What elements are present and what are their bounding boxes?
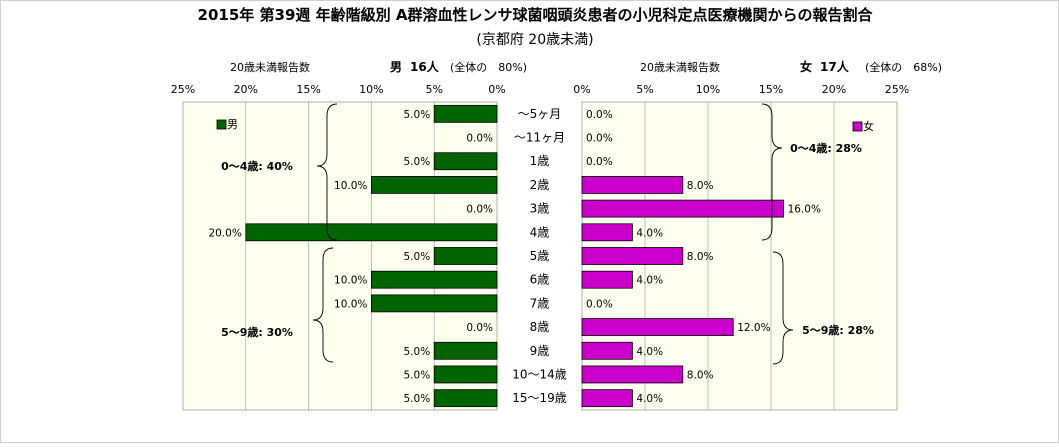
- female-value-label: 0.0%: [586, 109, 613, 121]
- category-label: 9歳: [530, 344, 550, 358]
- female-value-label: 4.0%: [636, 393, 663, 405]
- female-legend-swatch: [852, 121, 863, 132]
- female-header-label: 20歳未満報告数: [640, 61, 720, 74]
- male-tick-label: 0%: [488, 83, 505, 96]
- male-value-label: 5.0%: [404, 156, 431, 168]
- male-value-label: 10.0%: [334, 180, 367, 192]
- female-bar: [581, 247, 684, 265]
- category-label: 15～19歳: [512, 391, 567, 405]
- female-value-label: 8.0%: [687, 369, 714, 381]
- female-tick-label: 20%: [822, 83, 846, 96]
- male-bar: [433, 152, 498, 171]
- male-value-label: 0.0%: [466, 204, 493, 216]
- chart-subtitle: (京都府 20歳未満): [476, 32, 593, 48]
- male-tick-label: 5%: [425, 83, 442, 96]
- category-label: 5歳: [530, 249, 550, 263]
- male-bar: [433, 389, 498, 408]
- male-value-label: 5.0%: [404, 369, 431, 381]
- female-bar: [581, 270, 633, 289]
- category-label: 4歳: [530, 225, 550, 239]
- female-plot: 0% 5% 10% 15% 20% 25% 0.0% 0.0% 0.0% 8.0% 16.0% 4.0…: [573, 83, 909, 411]
- male-brace-5-9: [312, 247, 334, 363]
- category-labels: ～5ヶ月 ～11ヶ月 1歳 2歳 3歳 4歳 5歳 6歳 7歳 8歳 9歳 10～14歳 15～19歳: [512, 107, 567, 405]
- female-bar: [581, 365, 684, 384]
- female-value-label: 0.0%: [586, 156, 613, 168]
- male-value-label: 10.0%: [334, 298, 367, 310]
- category-label: 3歳: [530, 202, 550, 216]
- male-tick-label: 10%: [359, 83, 383, 96]
- female-brace-0-4: [761, 103, 783, 241]
- female-legend-label: 女: [863, 119, 874, 133]
- female-value-label: 0.0%: [586, 133, 613, 145]
- male-value-label: 0.0%: [466, 133, 493, 145]
- category-label: 1歳: [530, 154, 550, 168]
- female-value-label: 4.0%: [636, 346, 663, 358]
- female-tick-label: 25%: [885, 83, 909, 96]
- category-label: 7歳: [530, 296, 550, 310]
- male-bar: [433, 247, 498, 265]
- male-tick-label: 25%: [171, 83, 195, 96]
- male-header-share: (全体の 80%): [450, 60, 527, 74]
- male-bar: [370, 176, 498, 194]
- male-header-count: 16人: [410, 59, 440, 74]
- male-value-label: 5.0%: [404, 109, 431, 121]
- female-value-label: 12.0%: [737, 322, 770, 334]
- male-value-label: 0.0%: [466, 322, 493, 334]
- male-tick-label: 20%: [234, 83, 258, 96]
- male-bar: [433, 104, 498, 123]
- male-tick-label: 15%: [296, 83, 320, 96]
- female-bar: [581, 318, 734, 336]
- female-bar: [581, 223, 633, 242]
- male-header-label: 20歳未満報告数: [230, 61, 310, 74]
- female-bar: [581, 176, 684, 194]
- male-group-label-5-9: 5～9歳: 30%: [221, 325, 293, 339]
- category-label: 2歳: [530, 178, 550, 192]
- male-value-label: 5.0%: [404, 251, 431, 263]
- male-bar: [370, 294, 498, 313]
- female-bar: [581, 389, 633, 408]
- male-value-label: 5.0%: [404, 346, 431, 358]
- female-value-label: 4.0%: [636, 227, 663, 239]
- male-value-label: 20.0%: [208, 227, 241, 239]
- male-bar: [433, 341, 498, 360]
- female-tick-label: 10%: [696, 83, 720, 96]
- chart-title: 2015年 第39週 年齢階級別 A群溶血性レンサ球菌咽頭炎患者の小児科定点医療…: [198, 6, 874, 24]
- female-value-label: 0.0%: [586, 298, 613, 310]
- male-bar: [433, 365, 498, 384]
- female-tick-label: 5%: [636, 83, 653, 96]
- category-label: 6歳: [530, 273, 550, 287]
- male-bar: [370, 270, 498, 289]
- female-value-label: 8.0%: [687, 251, 714, 263]
- female-value-label: 4.0%: [636, 275, 663, 287]
- male-value-label: 5.0%: [404, 393, 431, 405]
- male-legend-label: 男: [227, 118, 238, 131]
- male-value-label: 10.0%: [334, 275, 367, 287]
- category-label: ～11ヶ月: [514, 131, 565, 145]
- male-brace-0-4: [316, 103, 338, 241]
- female-bar: [581, 199, 785, 218]
- category-label: 10～14歳: [512, 367, 567, 381]
- female-tick-label: 15%: [759, 83, 783, 96]
- category-label: ～5ヶ月: [518, 107, 562, 121]
- male-plot: 25% 20% 15% 10% 5% 0% 5.0% 0.0% 5.0% 10.0% 0.0% 20.…: [171, 83, 506, 411]
- female-header-sex: 女: [800, 59, 812, 74]
- female-header-share: (全体の 68%): [865, 60, 942, 74]
- category-label: 8歳: [530, 320, 550, 334]
- male-bar: [245, 223, 498, 242]
- female-brace-5-9: [772, 251, 794, 365]
- female-bar: [581, 341, 633, 360]
- male-header-sex: 男: [390, 60, 402, 74]
- female-value-label: 16.0%: [788, 204, 821, 216]
- male-group-label-0-4: 0～4歳: 40%: [221, 159, 293, 173]
- female-group-label-5-9: 5～9歳: 28%: [802, 323, 874, 337]
- female-group-label-0-4: 0～4歳: 28%: [790, 141, 862, 155]
- female-header-count: 17人: [820, 59, 850, 74]
- male-legend-swatch: [216, 119, 227, 130]
- female-tick-label: 0%: [573, 83, 590, 96]
- female-value-label: 8.0%: [687, 180, 714, 192]
